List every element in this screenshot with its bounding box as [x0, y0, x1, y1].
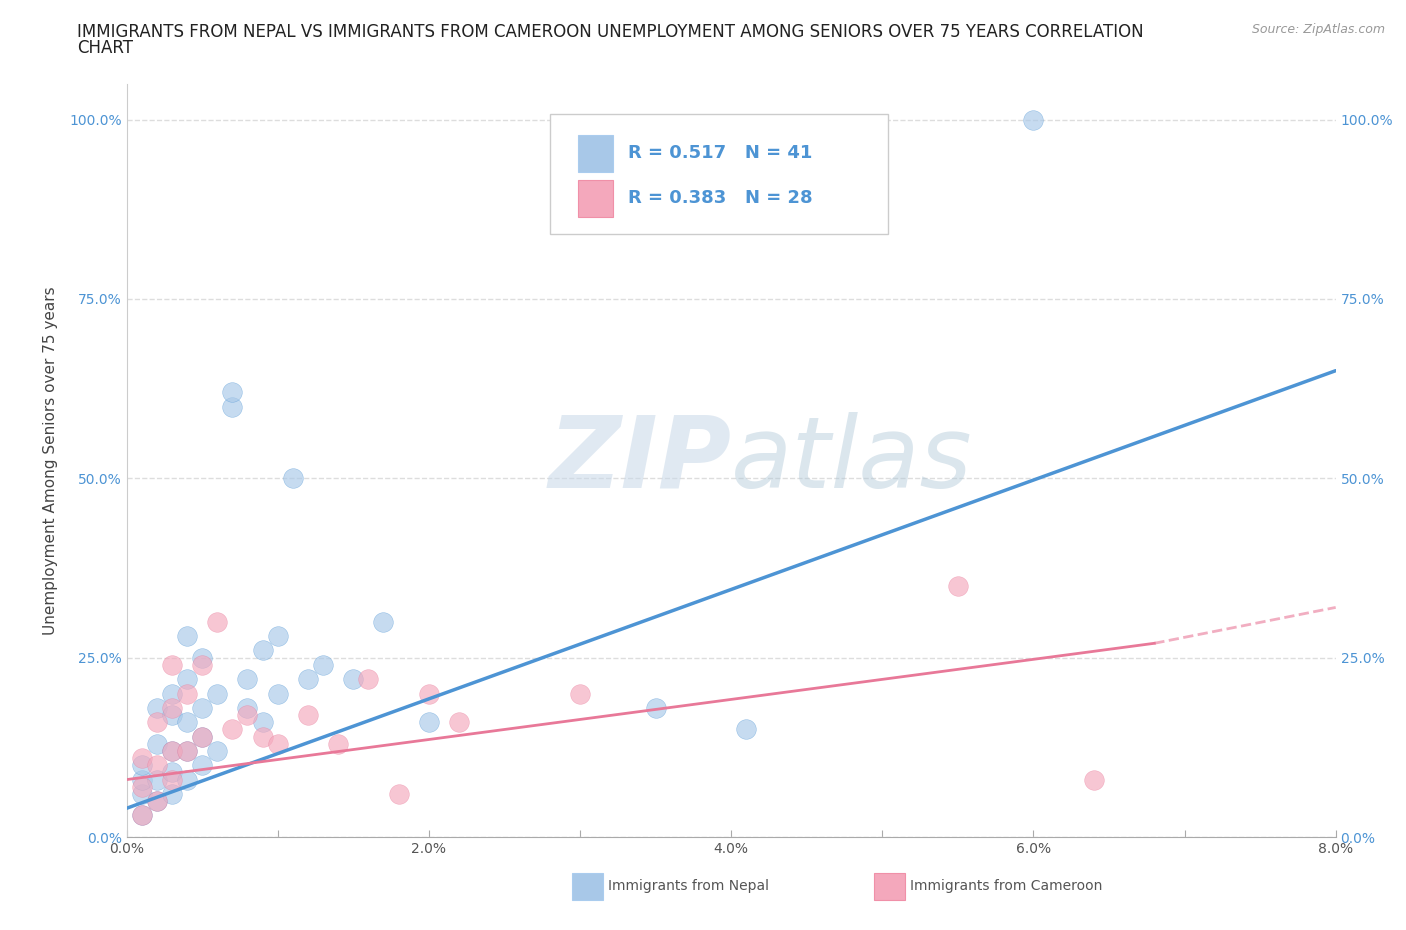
Point: [205, 615, 228, 630]
Point: [236, 708, 259, 723]
Point: [1083, 772, 1105, 787]
Point: [297, 671, 319, 686]
Point: [176, 743, 198, 758]
Text: Source: ZipAtlas.com: Source: ZipAtlas.com: [1251, 23, 1385, 36]
Point: [221, 722, 243, 737]
Point: [146, 700, 169, 715]
Text: CHART: CHART: [77, 39, 134, 57]
Point: [146, 793, 169, 808]
Point: [131, 808, 153, 823]
Point: [160, 658, 183, 672]
FancyBboxPatch shape: [873, 873, 905, 900]
Point: [568, 686, 592, 701]
Point: [131, 808, 153, 823]
Point: [160, 743, 183, 758]
Point: [146, 793, 169, 808]
Point: [221, 385, 243, 400]
Point: [176, 671, 198, 686]
Text: ZIP: ZIP: [548, 412, 731, 509]
Point: [131, 787, 153, 802]
Point: [160, 686, 183, 701]
Point: [357, 671, 380, 686]
Text: Immigrants from Cameroon: Immigrants from Cameroon: [910, 879, 1102, 893]
Text: R = 0.383   N = 28: R = 0.383 N = 28: [628, 189, 813, 207]
Point: [342, 671, 364, 686]
Point: [146, 772, 169, 787]
Point: [388, 787, 411, 802]
Point: [191, 729, 214, 744]
Point: [176, 772, 198, 787]
Point: [146, 758, 169, 773]
Point: [297, 708, 319, 723]
Point: [176, 686, 198, 701]
Point: [205, 743, 228, 758]
Point: [644, 700, 666, 715]
Point: [236, 671, 259, 686]
Point: [191, 729, 214, 744]
FancyBboxPatch shape: [578, 180, 613, 217]
Point: [373, 615, 395, 630]
Point: [191, 700, 214, 715]
Point: [191, 758, 214, 773]
Point: [131, 758, 153, 773]
Point: [312, 658, 335, 672]
Point: [252, 729, 274, 744]
Point: [131, 779, 153, 794]
Point: [191, 658, 214, 672]
Point: [267, 629, 290, 644]
Point: [191, 650, 214, 665]
Point: [1022, 113, 1045, 127]
Point: [236, 700, 259, 715]
Point: [267, 737, 290, 751]
Point: [160, 708, 183, 723]
Point: [326, 737, 350, 751]
Point: [205, 686, 228, 701]
Point: [267, 686, 290, 701]
Point: [252, 643, 274, 658]
Point: [418, 686, 440, 701]
Point: [735, 722, 758, 737]
Text: atlas: atlas: [731, 412, 973, 509]
Point: [146, 737, 169, 751]
Point: [447, 715, 470, 730]
Text: Immigrants from Nepal: Immigrants from Nepal: [607, 879, 769, 893]
Point: [946, 578, 969, 593]
Point: [252, 715, 274, 730]
FancyBboxPatch shape: [571, 873, 603, 900]
Point: [221, 399, 243, 414]
Text: IMMIGRANTS FROM NEPAL VS IMMIGRANTS FROM CAMEROON UNEMPLOYMENT AMONG SENIORS OVE: IMMIGRANTS FROM NEPAL VS IMMIGRANTS FROM…: [77, 23, 1144, 41]
Point: [176, 715, 198, 730]
FancyBboxPatch shape: [578, 135, 613, 172]
FancyBboxPatch shape: [550, 113, 889, 234]
Point: [418, 715, 440, 730]
Point: [131, 772, 153, 787]
Point: [176, 629, 198, 644]
Point: [146, 715, 169, 730]
Point: [131, 751, 153, 765]
Point: [160, 787, 183, 802]
Point: [160, 743, 183, 758]
Point: [160, 772, 183, 787]
Point: [281, 471, 304, 485]
Point: [176, 743, 198, 758]
Y-axis label: Unemployment Among Seniors over 75 years: Unemployment Among Seniors over 75 years: [44, 286, 58, 634]
Point: [160, 765, 183, 780]
Point: [160, 700, 183, 715]
Text: R = 0.517   N = 41: R = 0.517 N = 41: [628, 144, 813, 162]
